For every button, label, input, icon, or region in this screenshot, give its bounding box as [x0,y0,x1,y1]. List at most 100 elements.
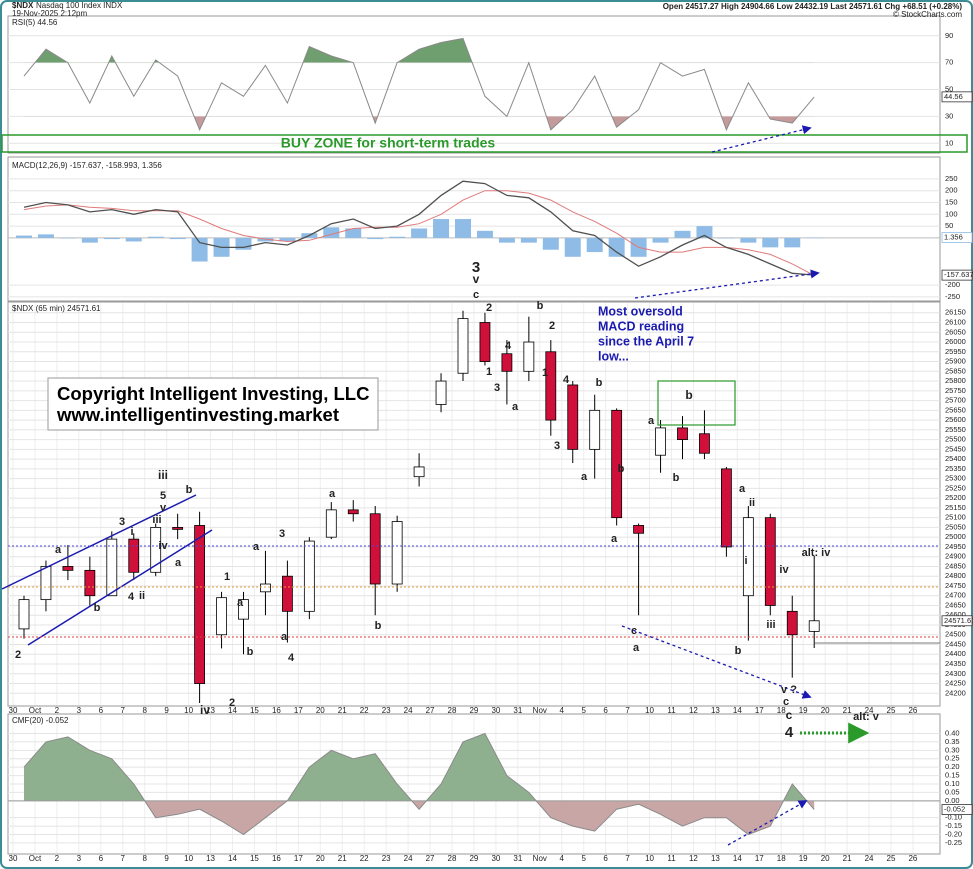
wave-label: b [375,620,382,632]
wave-label: b [247,646,254,658]
x-tick-label: Nov [533,854,547,863]
x-tick-label: 16 [272,854,281,863]
y-tick-label: 50 [945,85,953,94]
y-tick-label: 0.00 [945,796,960,805]
y-tick-label: 25350 [945,464,966,473]
x-tick-label: 6 [603,706,608,715]
x-tick-label: 26 [908,706,917,715]
x-tick-label: 12 [689,706,698,715]
y-tick-label: 24500 [945,630,966,639]
candle-body [655,427,666,456]
wave-label: 2 [15,649,21,661]
wave-label: b [186,484,193,496]
x-tick-label: 6 [99,706,104,715]
candle-body [391,521,403,585]
x-tick-label: 7 [625,706,630,715]
x-tick-label: 7 [121,706,126,715]
y-tick-label: 25700 [945,396,966,405]
wave-label: c [786,708,793,722]
candle-body [808,620,820,632]
y-tick-label: 25650 [945,405,966,414]
y-tick-label: 25150 [945,503,966,512]
wave-label: iii [152,514,161,526]
x-tick-label: 13 [206,706,215,715]
y-tick-label: -200 [945,280,960,289]
wave-label: 4 [288,652,295,664]
y-tick-label: 10 [945,138,953,147]
area-fill [144,800,815,835]
candle-body [611,409,623,519]
candle-body [40,566,52,601]
histogram-bar [235,237,252,250]
x-tick-label: 25 [887,706,896,715]
y-tick-label: 0.25 [945,754,960,763]
x-tick-label: 10 [184,706,193,715]
wave-label: 1 [224,571,230,583]
candle-body [589,409,601,450]
last-value-label: 44.56 [944,92,963,101]
candle-body [106,538,118,597]
x-tick-label: 24 [865,706,874,715]
histogram-bar [16,235,32,238]
macd-frame [7,156,941,302]
last-value-box [941,804,973,815]
x-tick-label: 21 [338,854,347,863]
y-tick-label: 24300 [945,669,966,678]
candle-body [369,513,381,585]
x-tick-label: 18 [777,854,786,863]
wave-label: b [735,645,742,657]
wave-label: a [175,557,182,569]
area-fill [24,733,815,801]
highlight-box [657,380,736,426]
histogram-bar [542,237,559,250]
x-tick-label: 9 [164,706,169,715]
y-tick-label: -250 [945,292,960,301]
x-tick-label: 10 [184,854,193,863]
y-tick-label: 26150 [945,308,966,317]
signal-line [23,190,815,276]
y-tick-label: 25500 [945,435,966,444]
y-tick-label: 24800 [945,571,966,580]
x-tick-label: 6 [603,854,608,863]
candle-body [150,527,162,573]
candle-body [633,525,644,534]
x-tick-label: 28 [448,854,457,863]
wave-label: 2 [486,302,492,314]
wave-label: 3 [494,382,500,394]
y-tick-label: 0.10 [945,779,960,788]
x-tick-label: 28 [448,706,457,715]
y-tick-label: 24850 [945,561,966,570]
candle-body [281,575,293,612]
histogram-bar [498,237,515,243]
histogram-bar [169,237,186,240]
candle-body [677,427,688,441]
x-tick-label: 5 [581,854,586,863]
histogram-bar [411,228,428,238]
x-tick-label: Oct [29,854,42,863]
x-tick-label: 15 [250,854,259,863]
histogram-bar [476,230,493,238]
cmf-line [23,732,815,836]
timestamp: 19-Nov-2025 2:12pm [12,9,87,18]
x-tick-label: 18 [777,706,786,715]
x-tick-label: 24 [404,854,413,863]
x-tick-label: 30 [9,854,18,863]
y-tick-label: 25100 [945,513,966,522]
buy-zone-label: BUY ZONE for short-term trades [281,135,496,151]
y-tick-label: 25550 [945,425,966,434]
y-tick-label: 25950 [945,347,966,356]
wave-label: 3 [279,528,285,540]
wave-label: iii [766,619,775,631]
candle-body [303,540,315,612]
x-tick-label: 20 [316,854,325,863]
candle-body [347,509,359,515]
y-tick-label: 24250 [945,679,966,688]
wave-label: 4 [128,591,135,603]
wave-label: a [611,533,618,545]
y-tick-label: 70 [945,58,953,67]
y-tick-label: 24700 [945,591,966,600]
y-tick-label: 25750 [945,386,966,395]
callout-line: Most oversold [598,304,683,318]
y-tick-label: 25000 [945,532,966,541]
callout-line: low... [598,349,629,363]
